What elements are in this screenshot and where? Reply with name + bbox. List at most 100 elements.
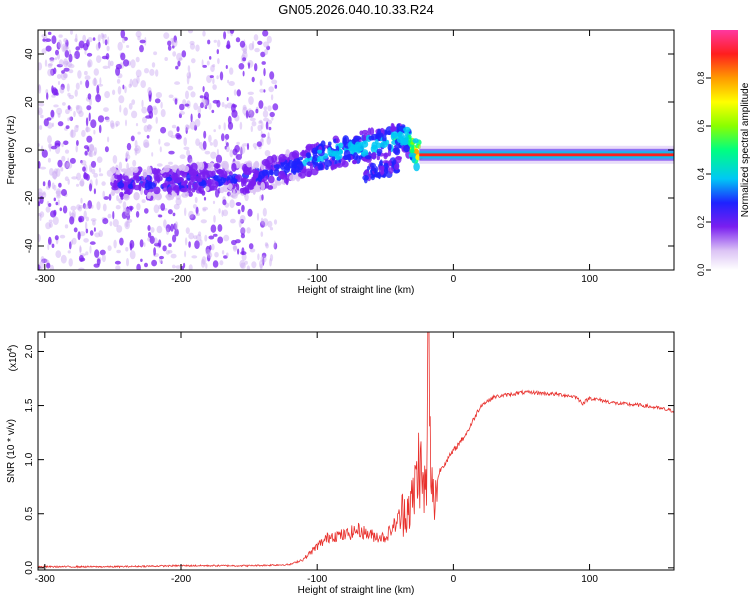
noise-speck bbox=[96, 258, 101, 266]
ridge-speck bbox=[142, 169, 148, 178]
noise-speck bbox=[38, 201, 41, 207]
colorbar-label: Normalized spectral amplitude bbox=[740, 82, 750, 217]
noise-speck bbox=[70, 205, 77, 211]
noise-speck bbox=[224, 104, 228, 109]
noise-speck bbox=[213, 129, 216, 133]
noise-speck bbox=[224, 145, 227, 150]
noise-speck bbox=[201, 59, 204, 67]
noise-speck bbox=[257, 40, 263, 46]
noise-speck bbox=[262, 110, 269, 118]
y-tick-label: 1.0 bbox=[24, 452, 35, 466]
noise-speck bbox=[227, 121, 234, 130]
noise-speck bbox=[78, 267, 85, 270]
noise-speck bbox=[212, 84, 217, 90]
noise-speck bbox=[235, 154, 242, 160]
y-tick-label: 1.5 bbox=[24, 398, 35, 412]
noise-speck bbox=[135, 69, 142, 78]
noise-speck bbox=[273, 242, 278, 250]
ridge-speck bbox=[181, 192, 189, 198]
noise-speck bbox=[202, 86, 205, 93]
noise-speck bbox=[240, 146, 243, 156]
noise-speck bbox=[267, 220, 273, 228]
noise-speck bbox=[143, 125, 149, 133]
ridge-speck bbox=[273, 164, 282, 170]
noise-speck bbox=[158, 204, 161, 210]
noise-speck bbox=[240, 218, 245, 224]
noise-speck bbox=[88, 112, 91, 122]
noise-speck bbox=[112, 211, 115, 220]
noise-speck bbox=[89, 150, 93, 157]
noise-speck bbox=[56, 63, 63, 68]
noise-speck bbox=[61, 155, 66, 162]
noise-speck bbox=[38, 102, 45, 107]
noise-speck bbox=[97, 34, 101, 42]
noise-speck bbox=[261, 61, 266, 65]
ridge-speck bbox=[116, 169, 121, 176]
noise-speck bbox=[247, 112, 251, 118]
ridge-speck bbox=[165, 176, 173, 182]
ridge-speck bbox=[182, 165, 190, 173]
noise-speck bbox=[174, 81, 181, 85]
noise-speck bbox=[66, 62, 73, 68]
noise-speck bbox=[232, 245, 238, 252]
noise-speck bbox=[53, 67, 57, 75]
noise-speck bbox=[240, 227, 246, 235]
noise-speck bbox=[41, 258, 48, 264]
noise-speck bbox=[48, 219, 53, 223]
noise-speck bbox=[118, 161, 123, 171]
noise-speck bbox=[238, 63, 245, 70]
noise-speck bbox=[174, 98, 178, 105]
noise-speck bbox=[231, 109, 238, 118]
noise-speck bbox=[87, 61, 91, 68]
noise-speck bbox=[146, 135, 150, 139]
ridge-speck bbox=[133, 192, 140, 201]
ridge-speck bbox=[376, 155, 380, 161]
noise-speck bbox=[168, 161, 173, 165]
noise-speck bbox=[69, 157, 76, 164]
noise-speck bbox=[194, 196, 198, 204]
ridge-speck bbox=[338, 142, 344, 149]
noise-speck bbox=[93, 151, 96, 157]
noise-speck bbox=[115, 205, 121, 210]
noise-speck bbox=[93, 129, 96, 135]
noise-speck bbox=[212, 200, 216, 205]
noise-speck bbox=[93, 68, 100, 76]
noise-speck bbox=[125, 152, 128, 160]
noise-speck bbox=[268, 126, 272, 131]
x-tick-label: 100 bbox=[581, 574, 598, 585]
noise-speck bbox=[82, 34, 87, 43]
noise-speck bbox=[52, 216, 59, 225]
noise-speck bbox=[115, 265, 121, 270]
noise-speck bbox=[89, 97, 92, 106]
noise-speck bbox=[159, 260, 163, 264]
noise-speck bbox=[139, 239, 144, 248]
noise-speck bbox=[117, 41, 123, 51]
ridge-speck bbox=[283, 166, 291, 173]
ridge-speck bbox=[392, 147, 400, 154]
noise-speck bbox=[109, 120, 115, 128]
noise-speck bbox=[107, 213, 112, 219]
noise-speck bbox=[217, 39, 221, 48]
noise-speck bbox=[241, 204, 245, 213]
noise-speck bbox=[125, 157, 128, 162]
noise-speck bbox=[63, 67, 70, 72]
noise-speck bbox=[239, 145, 246, 155]
x-tick-label: -300 bbox=[35, 574, 55, 585]
noise-speck bbox=[102, 218, 109, 225]
noise-speck bbox=[104, 146, 109, 153]
noise-speck bbox=[236, 89, 241, 97]
noise-speck bbox=[78, 205, 84, 209]
noise-speck bbox=[249, 248, 256, 253]
noise-speck bbox=[176, 126, 180, 132]
ridge-speck bbox=[132, 167, 139, 173]
noise-speck bbox=[129, 239, 135, 249]
ridge-speck bbox=[331, 155, 336, 161]
noise-speck bbox=[264, 48, 269, 56]
noise-speck bbox=[55, 57, 57, 61]
noise-speck bbox=[134, 145, 141, 154]
noise-speck bbox=[38, 161, 41, 169]
noise-speck bbox=[247, 208, 253, 217]
noise-speck bbox=[42, 191, 46, 196]
noise-speck bbox=[242, 48, 248, 55]
noise-speck bbox=[76, 183, 79, 187]
